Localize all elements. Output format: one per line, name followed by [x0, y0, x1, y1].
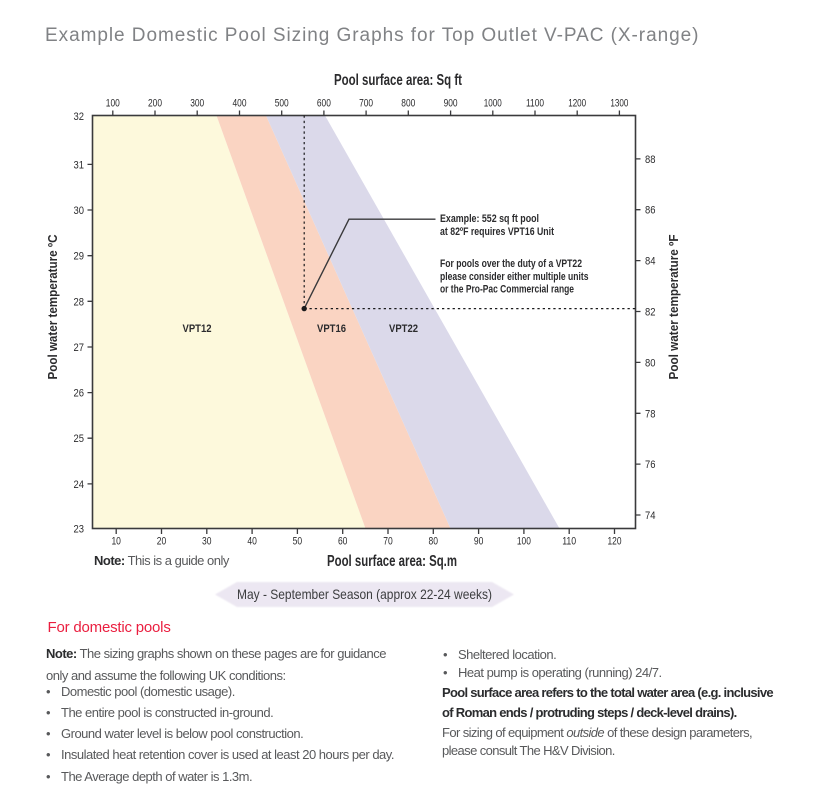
svg-text:500: 500: [275, 98, 289, 110]
svg-text:27: 27: [74, 342, 85, 354]
svg-text:80: 80: [645, 357, 656, 369]
svg-text:110: 110: [562, 536, 576, 548]
svg-text:please consider either multipl: please consider either multiple units: [440, 271, 589, 283]
svg-text:Pool surface area: Sq ft: Pool surface area: Sq ft: [334, 72, 462, 89]
svg-text:900: 900: [444, 98, 458, 110]
svg-text:1200: 1200: [568, 98, 586, 110]
svg-text:20: 20: [157, 536, 167, 548]
svg-text:86: 86: [645, 205, 656, 217]
svg-text:400: 400: [233, 98, 247, 110]
svg-text:78: 78: [645, 408, 656, 420]
svg-text:100: 100: [517, 536, 531, 548]
svg-text:300: 300: [190, 98, 204, 110]
svg-text:10: 10: [111, 536, 121, 548]
svg-text:Pool surface area: Sq.m: Pool surface area: Sq.m: [327, 553, 457, 570]
svg-text:29: 29: [74, 251, 85, 263]
svg-text:28: 28: [74, 296, 85, 308]
svg-text:VPT16: VPT16: [317, 323, 346, 335]
svg-text:88: 88: [645, 154, 656, 166]
svg-text:30: 30: [202, 536, 212, 548]
svg-text:76: 76: [645, 459, 656, 471]
svg-text:800: 800: [401, 98, 415, 110]
svg-text:60: 60: [338, 536, 348, 548]
svg-text:84: 84: [645, 256, 656, 268]
svg-text:Pool water temperature ºC: Pool water temperature ºC: [46, 235, 60, 380]
svg-text:May - September Season (approx: May - September Season (approx 22-24 wee…: [237, 586, 492, 602]
svg-text:100: 100: [106, 98, 120, 110]
svg-text:30: 30: [74, 205, 85, 217]
svg-text:1000: 1000: [484, 98, 502, 110]
svg-text:23: 23: [74, 523, 85, 535]
svg-text:82: 82: [645, 307, 656, 319]
svg-text:at 82ºF requires VPT16 Unit: at 82ºF requires VPT16 Unit: [440, 226, 554, 238]
svg-text:31: 31: [74, 159, 85, 171]
svg-text:Example: 552 sq ft pool: Example: 552 sq ft pool: [440, 213, 539, 225]
svg-text:74: 74: [645, 510, 656, 522]
svg-text:26: 26: [74, 388, 85, 400]
svg-text:VPT22: VPT22: [389, 323, 418, 335]
svg-text:24: 24: [74, 479, 85, 491]
svg-text:200: 200: [148, 98, 162, 110]
svg-text:VPT12: VPT12: [183, 323, 212, 335]
svg-text:50: 50: [293, 536, 303, 548]
svg-text:120: 120: [608, 536, 622, 548]
svg-text:600: 600: [317, 98, 331, 110]
svg-text:1100: 1100: [526, 98, 544, 110]
svg-text:80: 80: [429, 536, 439, 548]
svg-text:90: 90: [474, 536, 484, 548]
svg-text:70: 70: [383, 536, 393, 548]
svg-text:700: 700: [359, 98, 373, 110]
svg-text:40: 40: [247, 536, 257, 548]
svg-text:For pools over the duty of a V: For pools over the duty of a VPT22: [440, 258, 582, 270]
svg-text:or the Pro-Pac Commercial rang: or the Pro-Pac Commercial range: [440, 284, 574, 296]
svg-text:25: 25: [74, 433, 85, 445]
svg-text:32: 32: [74, 111, 85, 123]
svg-text:1300: 1300: [610, 98, 628, 110]
svg-text:Pool water temperature ºF: Pool water temperature ºF: [667, 234, 681, 379]
